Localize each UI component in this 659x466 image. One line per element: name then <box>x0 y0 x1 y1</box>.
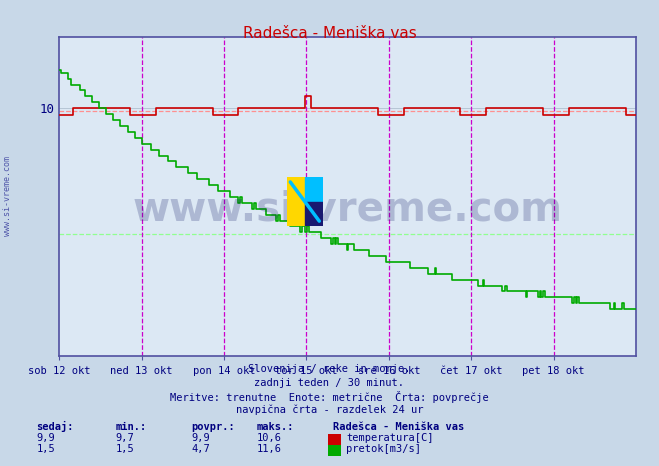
Text: www.si-vreme.com: www.si-vreme.com <box>3 156 13 236</box>
Bar <box>287 177 304 226</box>
Bar <box>304 201 323 226</box>
Text: Radešca - Meniška vas: Radešca - Meniška vas <box>243 26 416 41</box>
Text: navpična črta - razdelek 24 ur: navpična črta - razdelek 24 ur <box>236 405 423 416</box>
Text: 10,6: 10,6 <box>257 433 282 443</box>
Bar <box>304 177 323 201</box>
Text: 1,5: 1,5 <box>115 444 134 454</box>
Text: sedaj:: sedaj: <box>36 421 74 432</box>
Text: zadnji teden / 30 minut.: zadnji teden / 30 minut. <box>254 378 405 388</box>
Text: 9,7: 9,7 <box>115 433 134 443</box>
Text: Slovenija / reke in morje.: Slovenija / reke in morje. <box>248 364 411 374</box>
Text: Meritve: trenutne  Enote: metrične  Črta: povprečje: Meritve: trenutne Enote: metrične Črta: … <box>170 391 489 404</box>
Text: temperatura[C]: temperatura[C] <box>346 433 434 443</box>
Text: 9,9: 9,9 <box>36 433 55 443</box>
Text: pretok[m3/s]: pretok[m3/s] <box>346 444 421 454</box>
Text: 1,5: 1,5 <box>36 444 55 454</box>
Text: www.si-vreme.com: www.si-vreme.com <box>132 190 563 230</box>
Text: min.:: min.: <box>115 422 146 432</box>
Text: 11,6: 11,6 <box>257 444 282 454</box>
Text: povpr.:: povpr.: <box>191 422 235 432</box>
Text: Radešca - Meniška vas: Radešca - Meniška vas <box>333 422 464 432</box>
Text: maks.:: maks.: <box>257 422 295 432</box>
Text: 4,7: 4,7 <box>191 444 210 454</box>
Text: 9,9: 9,9 <box>191 433 210 443</box>
